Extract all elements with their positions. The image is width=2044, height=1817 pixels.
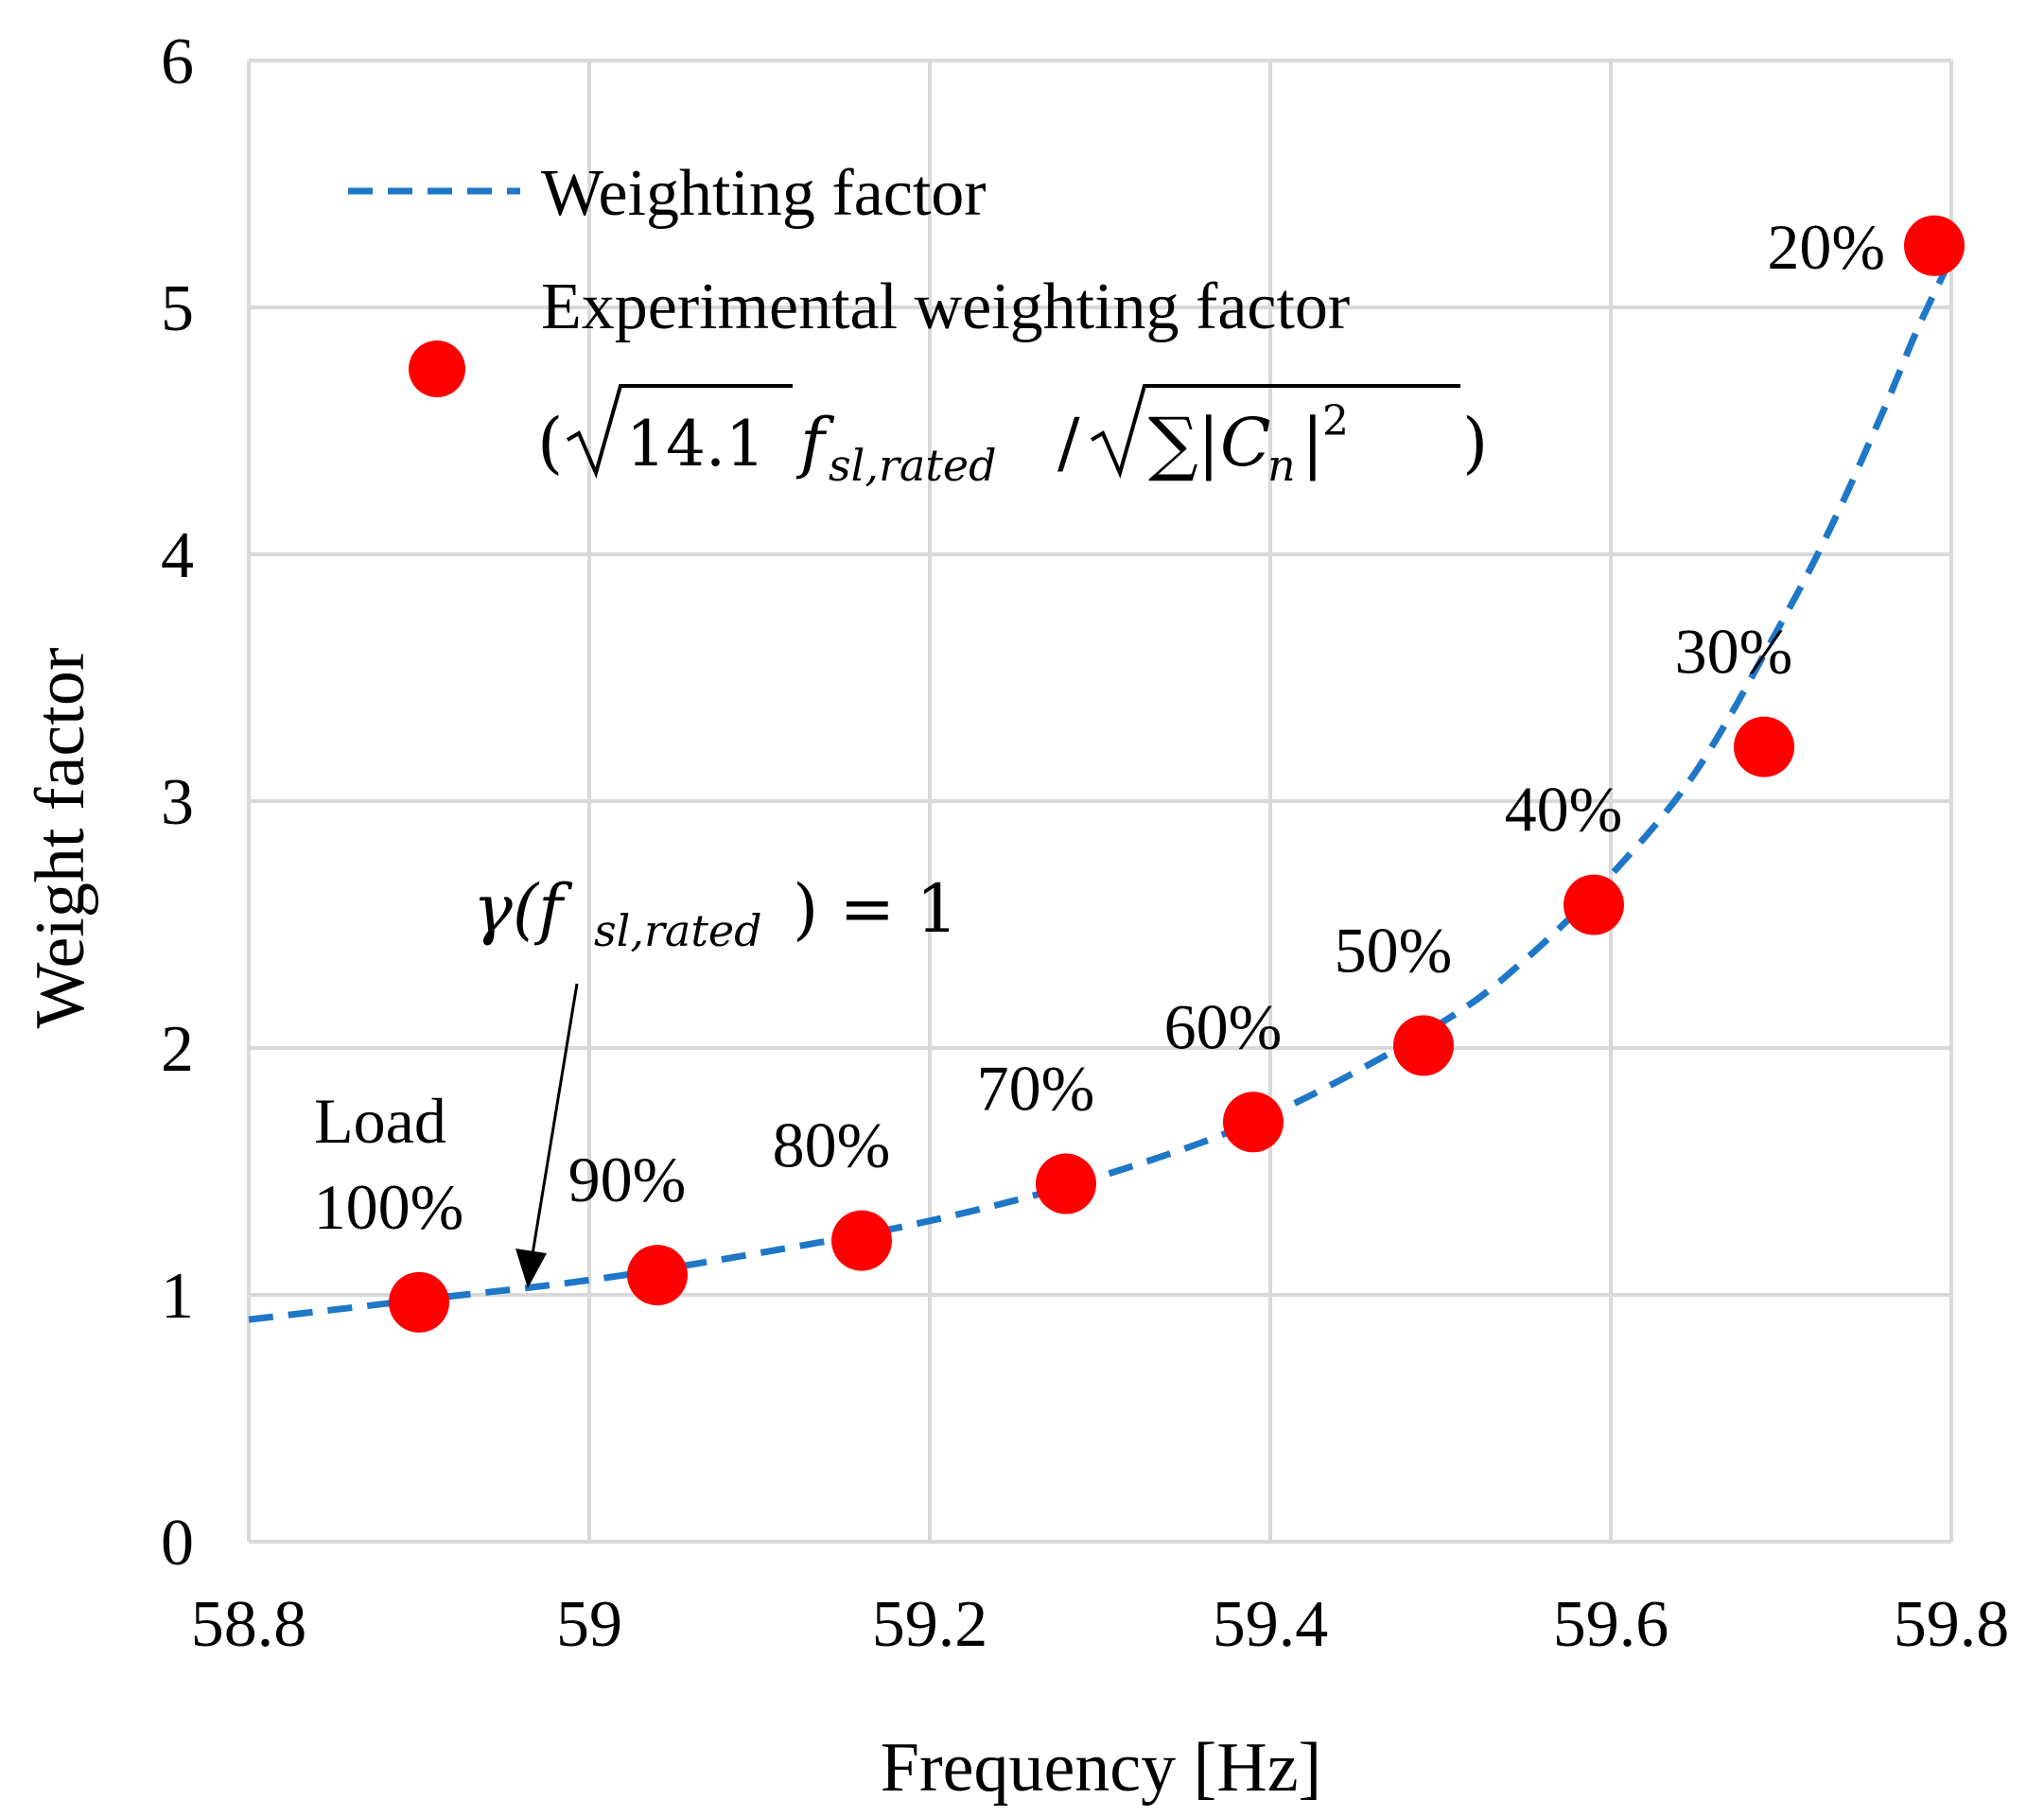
axes: [247, 61, 1951, 1544]
gamma-arrow: [530, 983, 579, 1261]
point-label: 90%: [568, 1144, 687, 1215]
x-tick-label: 59: [556, 1588, 622, 1661]
grid: [249, 59, 1953, 1542]
data-point: [1734, 716, 1794, 777]
sqrt-sign-2: [1090, 384, 1460, 479]
x-tick-label: 59.6: [1553, 1588, 1669, 1661]
svg-text:14.1: 14.1: [626, 408, 765, 480]
y-tick-label: 6: [161, 26, 194, 98]
point-label: 40%: [1505, 774, 1623, 846]
svg-text:∑: ∑: [1148, 403, 1198, 484]
y-tick-label: 3: [161, 766, 194, 839]
gamma-annotation: γ(f sl,rated ) = 1: [473, 870, 958, 956]
weighting-factor-curve: [248, 256, 1955, 1323]
data-point: [1393, 1015, 1454, 1076]
point-label: 100%: [314, 1171, 464, 1243]
gamma-arrowhead: [515, 1249, 547, 1288]
y-axis-title: Weight factor: [22, 648, 99, 1029]
data-point: [1564, 874, 1624, 935]
legend-line-label: Weighting factor: [541, 157, 987, 230]
point-label: 70%: [977, 1053, 1095, 1125]
y-tick-label: 2: [161, 1013, 194, 1086]
svg-text:|: |: [1197, 404, 1220, 481]
legend-marker-swatch: [409, 341, 465, 397]
data-point: [831, 1210, 892, 1271]
svg-text:|: |: [1302, 404, 1324, 481]
y-tick-label: 1: [161, 1260, 194, 1333]
sqrt-sign-1: [566, 384, 793, 479]
svg-text:/: /: [1057, 404, 1080, 481]
data-point: [389, 1271, 449, 1333]
point-label: 20%: [1767, 211, 1885, 283]
svg-text:) = 1: ) = 1: [793, 870, 958, 948]
legend-formula: ( 14.1 f sl,rated / ∑ | C n | 2 ): [537, 384, 1488, 491]
point-label: 50%: [1335, 914, 1453, 986]
x-axis-title: Frequency [Hz]: [881, 1729, 1321, 1807]
point-labels: 100% 90% 80% 70% 60% 50% 40% 30% 20%: [314, 211, 1885, 1243]
legend: Weighting factor Experimental weighting …: [348, 157, 1488, 491]
svg-text:sl,rated: sl,rated: [594, 905, 762, 956]
svg-text:2: 2: [1322, 397, 1349, 446]
y-tick-label: 4: [161, 519, 194, 592]
svg-text:(: (: [537, 404, 563, 481]
svg-text:C: C: [1220, 404, 1271, 481]
data-point: [1036, 1153, 1096, 1214]
point-label: 80%: [773, 1109, 891, 1181]
svg-text:n: n: [1267, 440, 1296, 491]
y-tick-label: 5: [161, 272, 194, 345]
x-tick-label: 59.8: [1894, 1588, 2010, 1661]
tick-labels: 58.8 59 59.2 59.4 59.6 59.8 0 1 2 3 4 5 6: [161, 26, 2009, 1661]
data-point: [627, 1245, 688, 1306]
x-tick-label: 58.8: [191, 1588, 307, 1661]
load-annotation: Load: [314, 1085, 446, 1157]
data-point: [1223, 1092, 1284, 1153]
point-label: 30%: [1675, 616, 1793, 688]
data-point: [1904, 215, 1965, 276]
y-tick-label: 0: [161, 1507, 194, 1580]
experimental-points: [389, 215, 1965, 1333]
svg-text:γ(f: γ(f: [473, 870, 573, 948]
x-tick-label: 59.2: [872, 1588, 988, 1661]
legend-scatter-label: Experimental weighting factor: [541, 271, 1350, 343]
svg-text:sl,rated: sl,rated: [829, 440, 997, 491]
svg-text:): ): [1462, 404, 1488, 481]
x-tick-label: 59.4: [1213, 1588, 1329, 1661]
point-label: 60%: [1164, 990, 1283, 1062]
